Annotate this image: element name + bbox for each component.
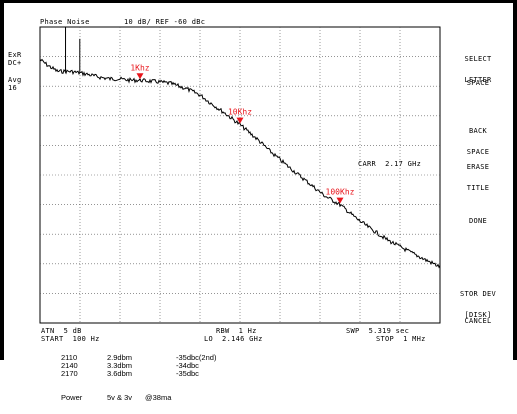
- mode-label: Phase Noise: [40, 18, 90, 26]
- marker-triangle: [136, 73, 144, 80]
- spurs: [65, 27, 81, 73]
- carrier-label: CARR 2.17 GHz: [358, 160, 422, 168]
- marker-label: 10Khz: [228, 108, 252, 117]
- table-row: 3.6dbm: [107, 370, 132, 378]
- swp-label: SWP 5.319 sec: [346, 327, 410, 335]
- done-softkey[interactable]: DONE: [468, 217, 488, 225]
- row-spur: -34dbc: [176, 361, 199, 370]
- start-label: START 100 Hz: [41, 335, 100, 343]
- erase-title-line2: TITLE: [466, 184, 490, 192]
- space-softkey[interactable]: SPACE: [466, 79, 490, 87]
- row-freq: 2110: [61, 353, 78, 362]
- erase-title-line1: ERASE: [466, 163, 490, 171]
- power-current: @38ma: [145, 393, 172, 402]
- row-power: 2.9dbm: [107, 353, 133, 362]
- rbw-label: RBW 1 Hz: [216, 327, 257, 335]
- stor-dev-softkey[interactable]: STOR DEV [DISK]: [446, 277, 510, 333]
- avg-label: Avg: [8, 76, 22, 84]
- back-space-softkey[interactable]: BACK SPACE: [446, 114, 510, 170]
- row-spur: -35dbc: [176, 369, 199, 378]
- marker-triangle: [336, 197, 344, 204]
- row-freq: 2170: [61, 369, 78, 378]
- atn-label: ATN 5 dB: [41, 327, 82, 335]
- table-row: -34dbc: [176, 362, 199, 370]
- table-row: 3.3dbm: [107, 362, 132, 370]
- table-row: 2110: [61, 354, 77, 362]
- right-border: [513, 0, 517, 360]
- table-row: -35dbc(2nd): [176, 354, 216, 362]
- cancel-softkey[interactable]: CANCEL: [464, 317, 492, 325]
- marker-label: 1Khz: [130, 63, 149, 72]
- table-row: 2170: [61, 370, 78, 378]
- top-border: [0, 0, 517, 3]
- select-letter-softkey[interactable]: SELECT LETTER: [446, 42, 510, 98]
- table-row: 2140: [61, 362, 78, 370]
- select-letter-line1: SELECT: [464, 55, 492, 63]
- scale-label: 10 dB/ REF -60 dBc: [124, 18, 206, 26]
- grid: [39, 26, 441, 324]
- power-voltage: 5v & 3v: [107, 393, 133, 402]
- left-border: [0, 0, 4, 360]
- select-letter-line2: LETTER: [464, 76, 492, 84]
- row-spur: -35dbc(2nd): [176, 353, 217, 362]
- stor-dev-line2: [DISK]: [464, 311, 492, 319]
- table-row: 2.9dbm: [107, 354, 132, 362]
- avg-count: 16: [8, 84, 18, 92]
- erase-title-softkey[interactable]: ERASE TITLE: [446, 150, 510, 206]
- exr-label: ExR: [8, 51, 22, 59]
- row-power: 3.3dbm: [107, 361, 133, 370]
- row-power: 3.6dbm: [107, 369, 133, 378]
- table-row: -35dbc: [176, 370, 199, 378]
- dc-label: DC+: [8, 59, 22, 67]
- back-space-line1: BACK: [468, 127, 488, 135]
- marker-label: 100Khz: [326, 188, 355, 197]
- stop-label: STOP 1 MHz: [376, 335, 426, 343]
- row-freq: 2140: [61, 361, 78, 370]
- back-space-line2: SPACE: [466, 148, 490, 156]
- stor-dev-line1: STOR DEV: [459, 290, 497, 298]
- markers: 1Khz 10Khz 100Khz: [130, 63, 355, 204]
- power-label: Power: [61, 393, 83, 402]
- marker-triangle: [236, 117, 244, 124]
- lo-label: LO 2.146 GHz: [204, 335, 263, 343]
